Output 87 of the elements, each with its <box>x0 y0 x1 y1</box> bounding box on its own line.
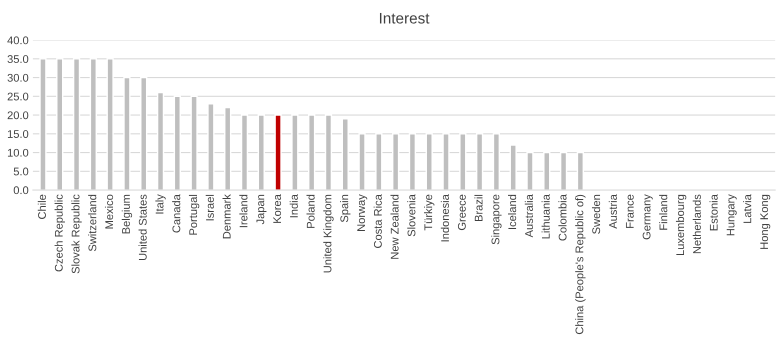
bar <box>174 96 181 190</box>
x-tick-label: Austria <box>608 194 617 229</box>
x-tick-label: Latvia <box>743 194 752 223</box>
x-tick-label: Brazil <box>474 194 483 222</box>
y-tick-label: 20.0 <box>8 111 28 120</box>
y-tick-label: 25.0 <box>8 92 28 100</box>
bar <box>526 152 534 190</box>
y-tick-label: 40.0 <box>7 36 28 44</box>
bar <box>56 58 64 190</box>
x-tick-label: Slovenia <box>407 194 416 236</box>
bar <box>224 106 232 190</box>
x-tick-label: Norway <box>357 194 368 231</box>
bar <box>392 133 400 190</box>
bar <box>258 114 265 190</box>
x-tick-label: China (People's Republic of) <box>575 194 586 334</box>
bar <box>576 152 584 190</box>
x-tick-label: Luxembourg <box>676 194 686 256</box>
chart-title: Interest <box>380 12 430 24</box>
x-tick-label: Canada <box>172 194 180 233</box>
x-tick-label: Italy <box>155 194 166 214</box>
x-tick-label: Germany <box>642 194 653 240</box>
y-tick-label: 10.0 <box>8 148 28 157</box>
x-tick-label: Sweden <box>592 194 600 234</box>
y-tick-label: 35.0 <box>8 55 28 64</box>
x-tick-label: Czech Republic <box>54 194 65 272</box>
x-tick-label: Spain <box>340 194 350 222</box>
bar <box>476 133 484 190</box>
x-tick-label: Türkiye <box>424 194 434 230</box>
bar <box>106 58 114 190</box>
bar <box>510 144 517 190</box>
x-tick-label: Poland <box>306 194 315 228</box>
y-tick-label: 15.0 <box>8 130 28 138</box>
x-tick-label: Netherlands <box>692 194 701 254</box>
x-tick-label: Belgium <box>122 194 132 234</box>
x-tick-label: Chile <box>38 194 46 219</box>
bar <box>123 76 131 190</box>
x-tick-label: Lithuania <box>542 194 550 238</box>
y-tick-label: 30.0 <box>8 74 28 82</box>
x-tick-label: United Kingdom <box>323 194 334 272</box>
bar <box>426 133 433 190</box>
x-tick-label: Korea <box>273 194 282 223</box>
x-tick-label: Finland <box>659 194 668 230</box>
x-tick-label: Hungary <box>726 194 737 236</box>
x-tick-label: Australia <box>524 194 533 238</box>
bar <box>240 114 248 190</box>
bar <box>324 114 332 190</box>
x-tick-label: Colombia <box>558 194 567 241</box>
x-tick-label: New Zealand <box>390 194 399 259</box>
bar <box>342 118 349 190</box>
x-tick-label: Hong Kong <box>760 194 770 249</box>
bar <box>442 133 450 190</box>
bar <box>408 133 416 190</box>
bar <box>274 114 282 190</box>
x-tick-label: Singapore <box>491 194 502 244</box>
bar <box>358 133 366 190</box>
x-tick-label: Switzerland <box>88 194 96 252</box>
x-tick-label: Portugal <box>188 194 200 235</box>
bar <box>156 92 164 190</box>
x-tick-label: Indonesia <box>440 194 449 242</box>
bar <box>90 58 97 190</box>
x-tick-label: Israel <box>206 194 214 220</box>
x-tick-label: France <box>626 194 634 228</box>
bar <box>72 58 80 190</box>
x-tick-label: Costa Rica <box>374 194 382 248</box>
bar <box>190 96 198 190</box>
bar <box>140 76 148 190</box>
bar <box>492 133 500 190</box>
x-tick-label: Greece <box>458 194 466 230</box>
y-tick-label: 0.0 <box>14 186 28 194</box>
bar <box>207 103 215 190</box>
x-tick-label: Japan <box>256 194 266 224</box>
x-tick-label: Estonia <box>710 194 718 230</box>
y-tick-label: 5.0 <box>14 168 28 176</box>
bar <box>308 114 316 190</box>
x-tick-label: Iceland <box>508 194 516 229</box>
x-tick-label: Denmark <box>222 194 231 238</box>
x-tick-label: Mexico <box>104 194 114 228</box>
bar <box>375 133 382 190</box>
bar <box>543 152 550 190</box>
x-tick-label: Ireland <box>239 194 248 228</box>
x-tick-label: Slovak Republic <box>71 194 82 274</box>
bar <box>459 133 466 190</box>
bar <box>560 152 568 190</box>
bar <box>39 58 47 190</box>
bar <box>291 114 298 190</box>
x-tick-label: United States <box>138 194 147 260</box>
x-tick-label: India <box>290 194 298 218</box>
